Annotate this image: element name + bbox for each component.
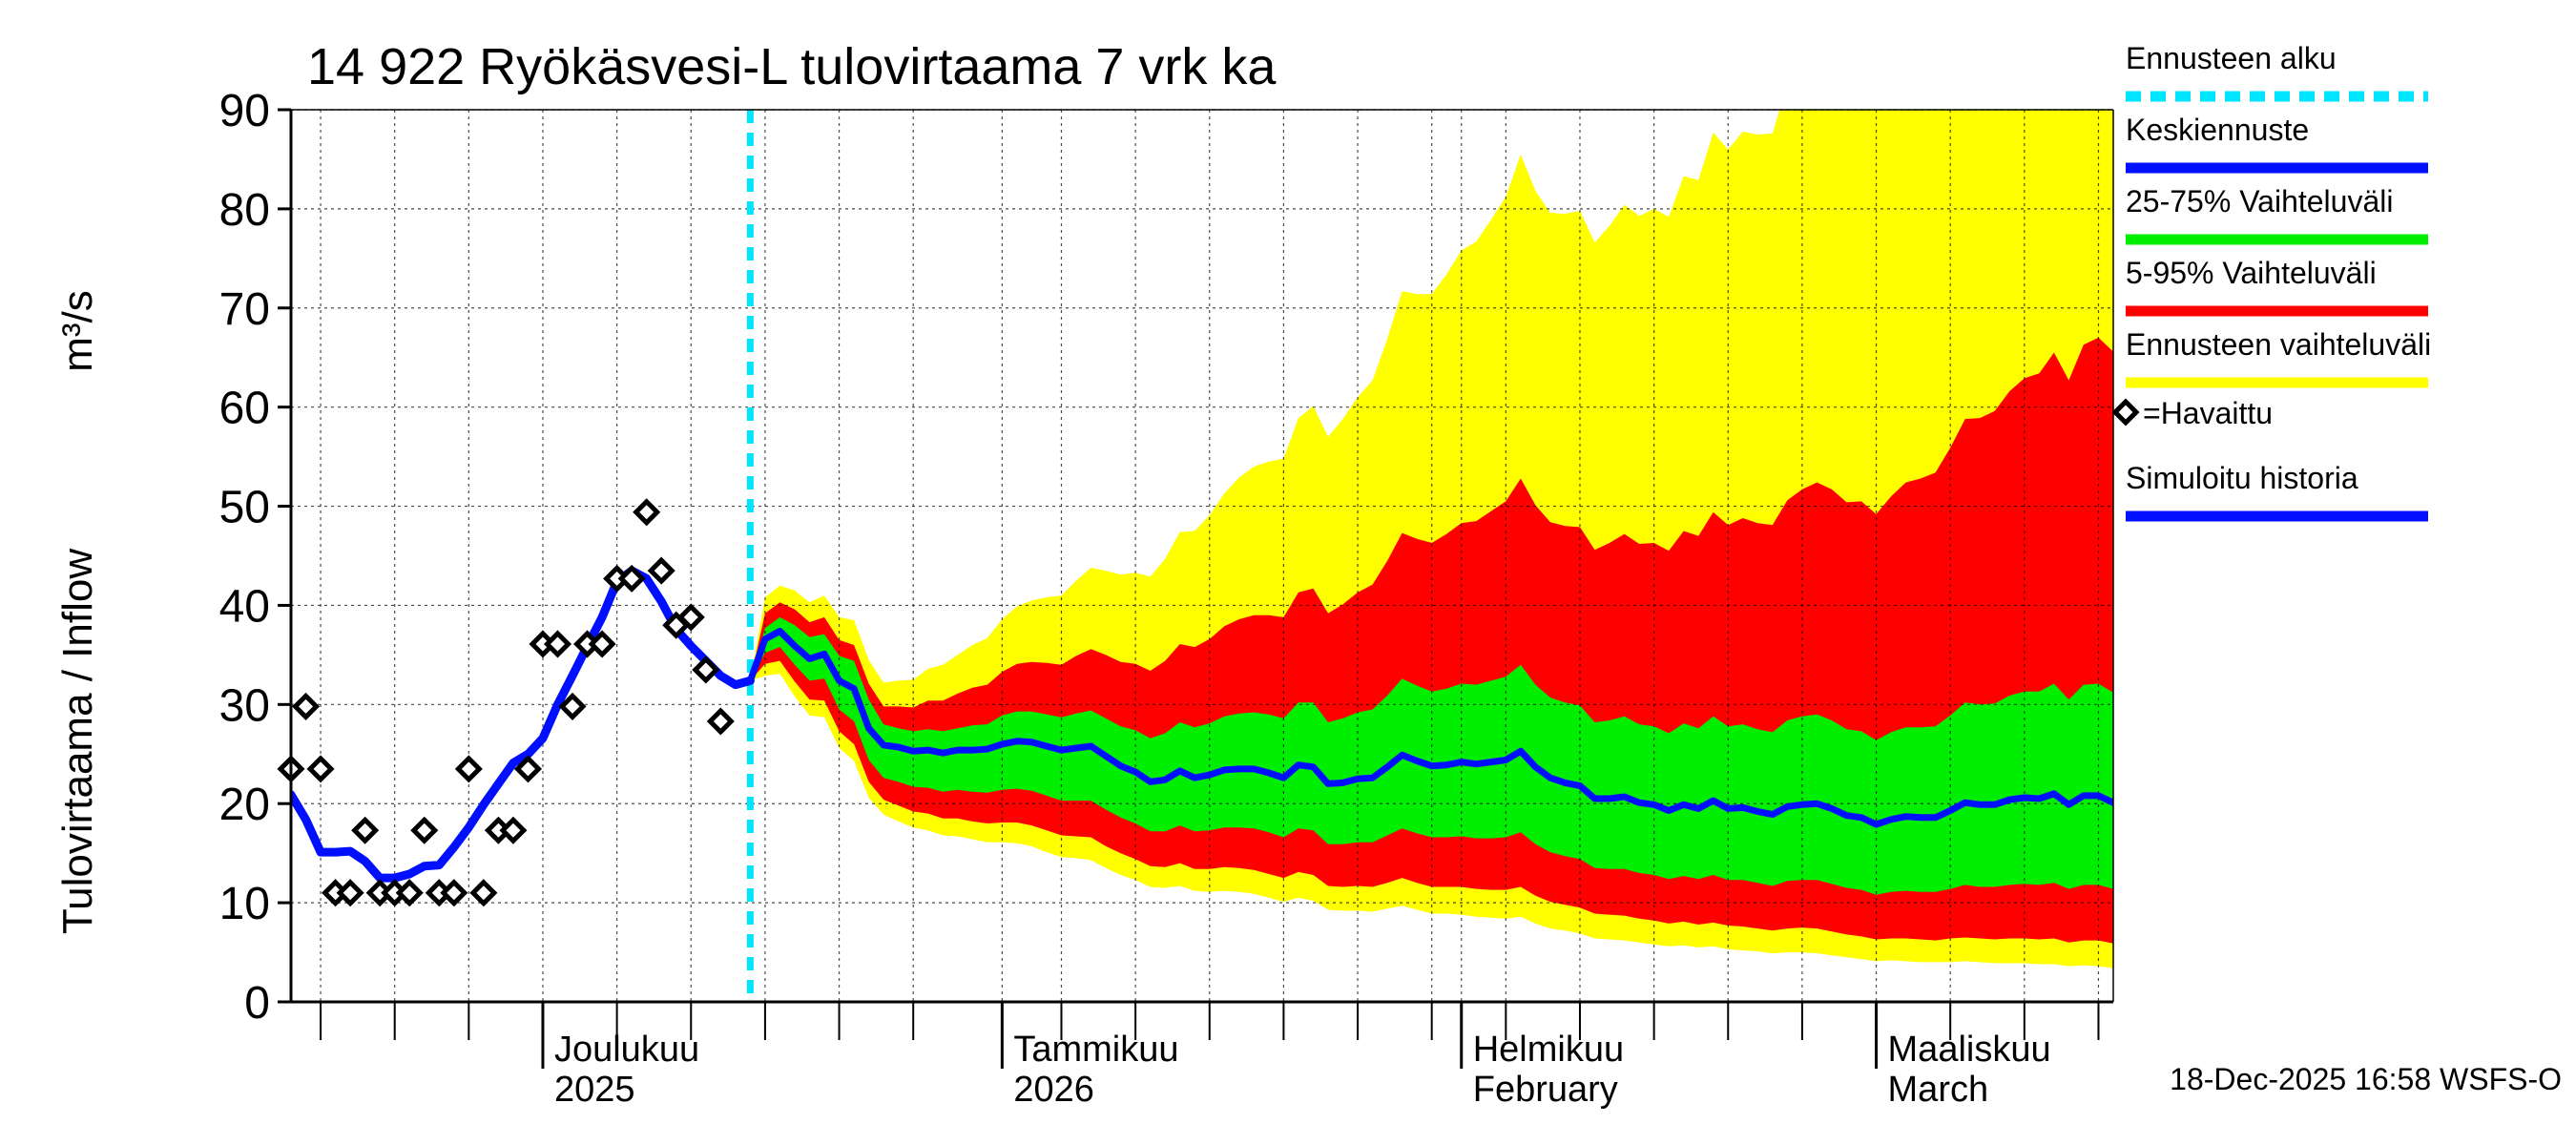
x-month-label: Tammikuu xyxy=(1013,1030,1178,1070)
y-tick-label: 50 xyxy=(219,483,270,533)
legend-label: =Havaittu xyxy=(2143,396,2273,430)
y-axis-title: Tulovirtaama / Inflow xyxy=(54,549,101,935)
legend-label: Ennusteen vaihteluväli xyxy=(2126,327,2431,362)
x-month-label: Joulukuu xyxy=(554,1030,699,1070)
x-year-label: March xyxy=(1888,1070,1989,1110)
y-tick-label: 0 xyxy=(244,978,270,1029)
x-year-label: 2026 xyxy=(1013,1070,1094,1110)
timestamp-footer: 18-Dec-2025 16:58 WSFS-O xyxy=(2170,1062,2562,1096)
observed-point xyxy=(588,630,616,658)
chart-title: 14 922 Ryökäsvesi-L tulovirtaama 7 vrk k… xyxy=(307,38,1277,95)
observed-point xyxy=(706,707,735,736)
x-year-label: February xyxy=(1473,1070,1618,1110)
observed-point xyxy=(440,879,468,907)
y-tick-label: 90 xyxy=(219,86,270,136)
observed-point xyxy=(633,498,661,527)
observed-point xyxy=(351,816,380,844)
x-month-label: Helmikuu xyxy=(1473,1030,1624,1070)
y-tick-label: 10 xyxy=(219,879,270,929)
legend-label: Ennusteen alku xyxy=(2126,41,2337,75)
y-tick-label: 40 xyxy=(219,581,270,632)
observed-point xyxy=(395,879,424,907)
observed-point xyxy=(454,755,483,783)
y-tick-label: 70 xyxy=(219,284,270,335)
x-month-label: Maaliskuu xyxy=(1888,1030,2051,1070)
y-axis-unit: m³/s xyxy=(54,290,101,372)
observed-point xyxy=(513,755,542,783)
observed-point xyxy=(692,656,720,684)
observed-point xyxy=(291,692,321,720)
legend-label: 25-75% Vaihteluväli xyxy=(2126,184,2393,219)
legend-label: 5-95% Vaihteluväli xyxy=(2126,256,2377,290)
observed-point xyxy=(647,556,675,585)
legend-label: Simuloitu historia xyxy=(2126,461,2358,495)
legend-label: Keskiennuste xyxy=(2126,113,2309,147)
observed-point xyxy=(336,879,364,907)
observed-point xyxy=(558,692,587,720)
observed-point xyxy=(499,816,528,844)
y-tick-label: 30 xyxy=(219,680,270,731)
observed-point xyxy=(543,630,572,658)
legend: Ennusteen alku Keskiennuste 25-75% Vaihtel… xyxy=(2111,41,2431,522)
x-year-label: 2025 xyxy=(554,1070,635,1110)
median-forecast-line xyxy=(746,628,2113,828)
observed-point xyxy=(469,879,498,907)
legend-marker-observed xyxy=(2111,398,2140,427)
y-tick-label: 80 xyxy=(219,185,270,236)
y-tick-label: 60 xyxy=(219,384,270,434)
band-25-75 xyxy=(750,616,2113,895)
observed-point xyxy=(617,564,646,593)
y-tick-label: 20 xyxy=(219,780,270,830)
observed-point xyxy=(410,816,439,844)
observed-point xyxy=(676,603,705,632)
observed-point xyxy=(306,755,335,783)
y-axis-label: Tulovirtaama / Inflow m³/s xyxy=(54,290,101,934)
